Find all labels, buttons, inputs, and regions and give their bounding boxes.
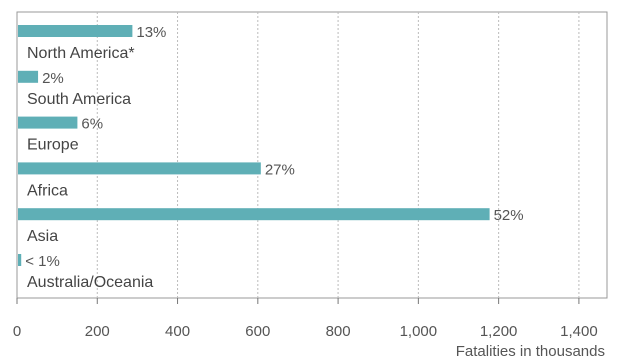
value-label: 27%: [265, 161, 295, 178]
x-tick-label: 1,200: [480, 323, 518, 340]
x-tick-label: 600: [245, 323, 270, 340]
x-tick-label: 0: [13, 323, 21, 340]
x-tick-label: 200: [85, 323, 110, 340]
x-tick-label: 800: [326, 323, 351, 340]
bar-labels: 13%North America* 2% South America 6%Europe…: [25, 24, 523, 291]
grid-lines: [96, 12, 580, 298]
bar: [18, 208, 490, 221]
category-label: Asia: [27, 228, 58, 245]
category-label: South America: [27, 91, 131, 108]
value-label: < 1%: [25, 253, 60, 270]
x-tick-label: 1,000: [400, 323, 438, 340]
category-label: Australia/Oceania: [27, 274, 153, 291]
bar: [18, 162, 261, 175]
bar: [18, 25, 133, 37]
value-label: 52%: [494, 207, 524, 224]
value-label: 6%: [81, 116, 103, 133]
x-tick-label: 400: [165, 323, 190, 340]
category-label: Africa: [27, 182, 68, 199]
x-axis-title: Fatalities in thousands: [456, 343, 605, 360]
value-label: 13%: [136, 24, 166, 41]
category-label: North America*: [27, 45, 135, 62]
x-axis: 0 200 400 600 800 1,000 1,200 1,400: [13, 298, 598, 340]
bar: [18, 116, 78, 129]
bar: [18, 70, 39, 83]
category-label: Europe: [27, 137, 79, 154]
bar: [18, 254, 22, 266]
value-label: 2%: [42, 70, 64, 87]
bars: [18, 25, 490, 266]
x-tick-label: 1,400: [560, 323, 598, 340]
plot-frame: [16, 11, 608, 299]
